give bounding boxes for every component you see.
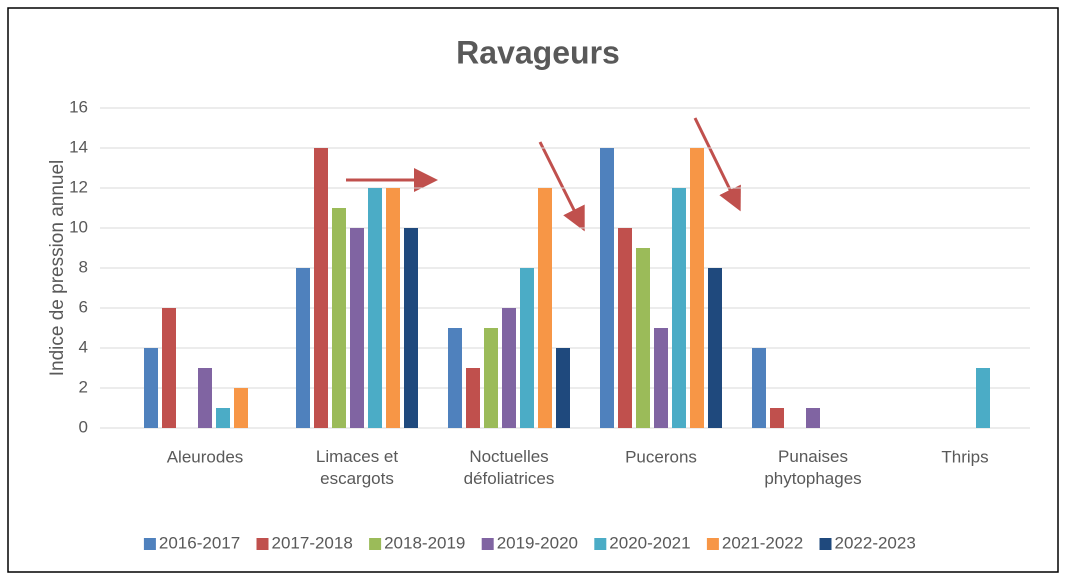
bar <box>484 328 498 428</box>
arrow <box>538 141 585 232</box>
y-axis-label: Indice de pression annuel <box>47 160 68 377</box>
bar <box>234 388 248 428</box>
y-tick-label: 6 <box>79 297 88 316</box>
y-tick-label: 2 <box>79 377 88 396</box>
legend-swatch <box>481 538 494 550</box>
bar <box>198 368 212 428</box>
bar <box>502 308 516 428</box>
x-tick-label: Thrips <box>941 447 988 466</box>
legend-label: 2017-2018 <box>272 533 353 552</box>
arrow <box>693 117 741 212</box>
y-tick-label: 12 <box>69 177 88 196</box>
x-tick-label: Noctuelles défoliatrices <box>464 447 555 488</box>
legend-label: 2022-2023 <box>835 533 916 552</box>
bar <box>538 188 552 428</box>
bar <box>806 408 820 428</box>
legend-swatch <box>706 538 719 550</box>
bar <box>672 188 686 428</box>
bar <box>144 348 158 428</box>
bar <box>350 228 364 428</box>
bar <box>654 328 668 428</box>
legend-swatch <box>143 538 156 550</box>
legend-label: 2019-2020 <box>497 533 578 552</box>
x-tick-label: Pucerons <box>625 447 697 466</box>
bar <box>976 368 990 428</box>
legend-label: 2020-2021 <box>609 533 690 552</box>
y-tick-label: 0 <box>79 417 88 436</box>
bar <box>708 268 722 428</box>
x-tick-label: Limaces et escargots <box>316 447 398 488</box>
bar <box>368 188 382 428</box>
bar <box>216 408 230 428</box>
legend-swatch <box>256 538 269 550</box>
bar <box>314 148 328 428</box>
bar <box>556 348 570 428</box>
bar <box>466 368 480 428</box>
legend-label: 2018-2019 <box>384 533 465 552</box>
y-tick-label: 8 <box>79 257 88 276</box>
bar <box>752 348 766 428</box>
bar <box>520 268 534 428</box>
bar <box>618 228 632 428</box>
legend-swatch <box>369 538 382 550</box>
bar <box>600 148 614 428</box>
legend-label: 2021-2022 <box>722 533 803 552</box>
bar <box>332 208 346 428</box>
bar <box>404 228 418 428</box>
bar <box>690 148 704 428</box>
chart-title: Ravageurs <box>456 34 620 70</box>
y-tick-label: 16 <box>69 97 88 116</box>
bar <box>386 188 400 428</box>
x-tick-label: Punaises phytophages <box>764 447 861 488</box>
legend-swatch <box>819 538 832 550</box>
y-tick-label: 14 <box>69 137 88 156</box>
bar <box>448 328 462 428</box>
annotations <box>346 117 741 232</box>
legend-swatch <box>594 538 607 550</box>
bar <box>162 308 176 428</box>
legend-label: 2016-2017 <box>159 533 240 552</box>
y-tick-label: 4 <box>79 337 88 356</box>
bar <box>296 268 310 428</box>
x-tick-label: Aleurodes <box>167 447 244 466</box>
bar <box>636 248 650 428</box>
bar <box>770 408 784 428</box>
y-tick-label: 10 <box>69 217 88 236</box>
